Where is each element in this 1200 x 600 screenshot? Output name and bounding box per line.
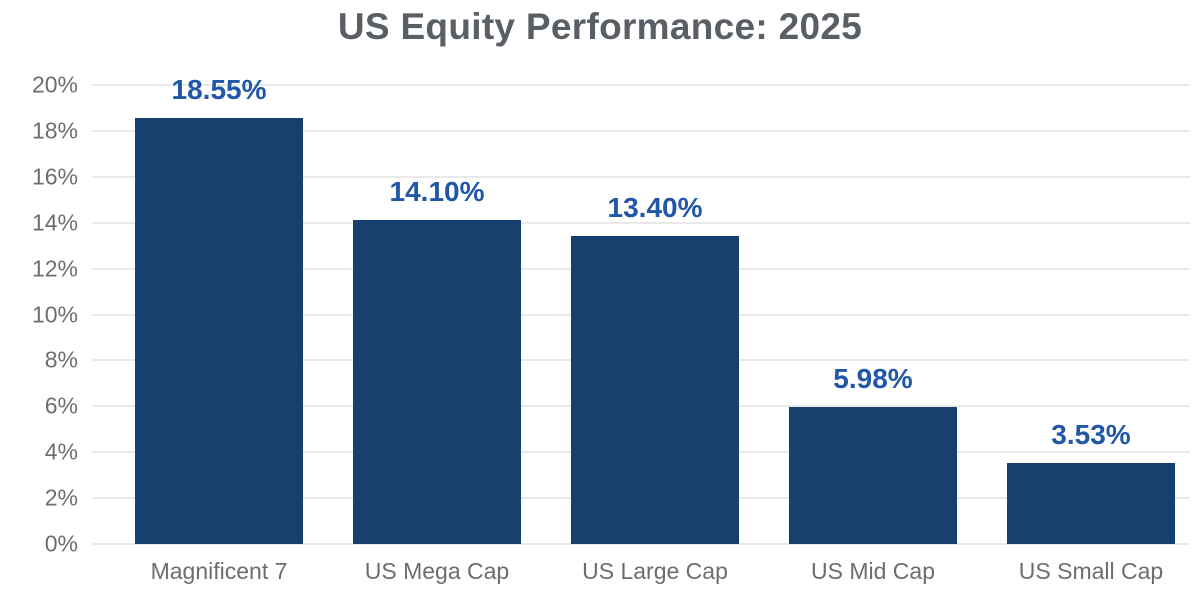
x-axis-label-us-large-cap: US Large Cap	[582, 558, 728, 584]
gridline-14-	[92, 221, 1190, 224]
y-axis-tick-label: 12%	[31, 255, 78, 282]
y-axis-tick-label: 6%	[44, 392, 78, 419]
bar-us-mid-cap	[789, 406, 957, 544]
value-label-us-mega-cap: 14.10%	[389, 176, 485, 208]
y-axis-tick-label: 18%	[31, 117, 78, 144]
y-axis-tick-label: 10%	[31, 301, 78, 327]
gridline-0-	[92, 543, 1190, 545]
y-axis-tick-label: 2%	[44, 484, 78, 511]
x-axis-label-us-small-cap: US Small Cap	[1018, 558, 1164, 584]
x-axis-label-us-mega-cap: US Mega Cap	[364, 558, 510, 584]
gridline-20-	[92, 84, 1190, 86]
y-axis-tick-label: 4%	[44, 438, 78, 465]
chart-title: US Equity Performance: 2025	[337, 6, 863, 47]
bar-us-small-cap	[1007, 462, 1175, 544]
bar-us-large-cap	[571, 236, 739, 544]
y-axis-tick-label: 14%	[31, 209, 78, 236]
y-axis-tick-label: 16%	[31, 163, 78, 190]
value-label-us-large-cap: 13.40%	[607, 192, 703, 224]
y-axis-tick-label: 8%	[44, 346, 78, 373]
gridline-16-	[92, 175, 1190, 178]
bar-magnificent-7	[135, 118, 303, 544]
y-axis-tick-label: 20%	[31, 71, 78, 98]
value-label-magnificent-7: 18.55%	[171, 74, 267, 106]
value-label-us-mid-cap: 5.98%	[833, 362, 913, 394]
value-label-us-small-cap: 3.53%	[1051, 418, 1131, 450]
x-axis-label-us-mid-cap: US Mid Cap	[811, 558, 935, 584]
x-axis-label-magnificent-7: Magnificent 7	[150, 558, 288, 584]
y-axis-tick-label: 0%	[44, 530, 78, 557]
bar-us-mega-cap	[353, 220, 521, 544]
gridline-18-	[92, 129, 1190, 132]
